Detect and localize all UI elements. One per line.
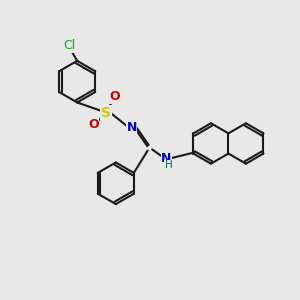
Text: N: N — [161, 152, 172, 165]
Text: Cl: Cl — [64, 39, 76, 52]
Text: O: O — [88, 118, 99, 131]
Text: H: H — [165, 160, 172, 170]
Text: N: N — [126, 121, 137, 134]
Text: O: O — [109, 90, 120, 103]
Text: S: S — [101, 106, 111, 120]
